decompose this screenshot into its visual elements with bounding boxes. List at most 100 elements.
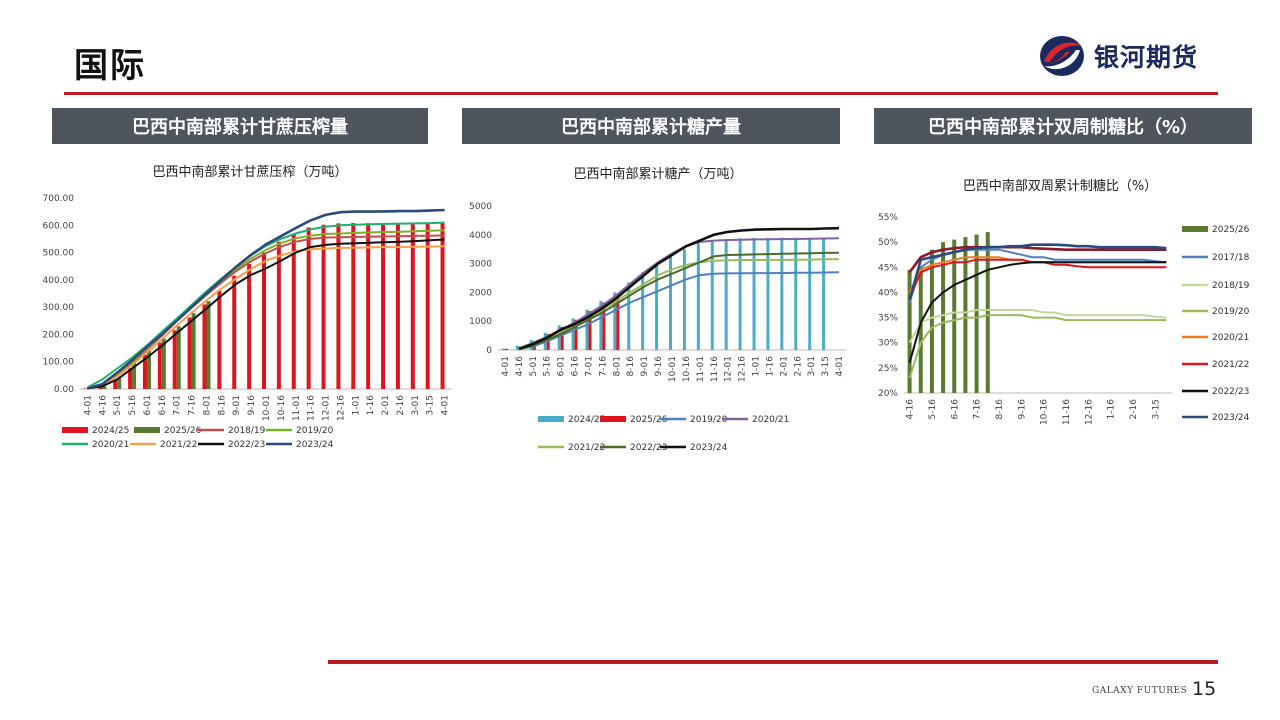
bar-2025-26 — [161, 338, 166, 389]
bar-2024-25 — [641, 272, 645, 350]
legend-label: 2020/21 — [1212, 333, 1249, 343]
bar-2024-25 — [410, 223, 415, 389]
legend-label: 2021/22 — [1212, 360, 1249, 370]
x-tick-label: 7-16 — [188, 395, 198, 416]
line-series-2017-18 — [908, 248, 1167, 303]
bar-2025-26 — [546, 334, 550, 350]
line-series-2021-22 — [908, 258, 1167, 298]
y-tick-label: 5000 — [469, 202, 492, 212]
x-tick-label: 4-16 — [515, 356, 525, 377]
chart-sugar-mix: 巴西中南部双周累计制糖比（%） 20% 25% 30% 35% 40% 45% 50% 55% 4… — [878, 178, 1250, 425]
line-series-2022-23 — [87, 238, 445, 390]
line-series-2018-19 — [908, 309, 1167, 344]
bar-2024-25 — [599, 301, 603, 350]
x-tick-label: 9-01 — [640, 356, 650, 376]
bar-2024-25 — [262, 252, 266, 389]
panel-header-sugar: 巴西中南部累计糖产量 — [462, 108, 840, 144]
legend-label: 2020/21 — [752, 415, 789, 425]
x-tick-label: 12-16 — [336, 395, 346, 421]
y-tick-label: 700.00 — [43, 194, 75, 204]
brand-logo: 银河期货 — [1036, 32, 1236, 80]
x-tick-label: 2-16 — [1129, 399, 1139, 420]
bar-2024-25 — [794, 237, 798, 350]
y-tick-label: 40% — [878, 288, 898, 298]
bar-2024-25 — [752, 237, 756, 350]
y-tick-label: 200.00 — [43, 330, 75, 340]
bottom-divider — [328, 660, 1218, 664]
bar-2024-25 — [724, 239, 728, 350]
x-tick-label: 10-01 — [668, 356, 678, 382]
bar-2024-25 — [276, 241, 281, 389]
bar-2024-25 — [157, 342, 162, 389]
x-tick-label: 9-01 — [232, 395, 242, 415]
bar-2024-25 — [83, 388, 88, 389]
x-tick-label: 7-16 — [598, 356, 608, 377]
legend-swatch — [62, 427, 88, 433]
x-tick-label: 3-15 — [821, 356, 831, 376]
x-tick-label: 8-16 — [626, 356, 636, 377]
legend-label: 2025/26 — [1212, 225, 1250, 235]
bar-2024-25 — [682, 249, 686, 350]
bar-2024-25 — [395, 223, 400, 389]
x-tick-label: 7-01 — [584, 356, 594, 376]
bar-2025-26 — [907, 269, 912, 393]
bar-2024-25 — [822, 237, 826, 350]
x-tick-label: 5-01 — [113, 395, 123, 415]
x-tick-label: 6-01 — [143, 395, 153, 415]
bar-2024-25 — [738, 238, 742, 350]
bar-2025-26 — [191, 313, 196, 389]
bar-2025-26 — [176, 326, 181, 389]
y-tick-label: 600.00 — [43, 221, 75, 231]
x-tick-label: 6-16 — [571, 356, 581, 377]
x-tick-label: 12-01 — [724, 356, 734, 382]
legend-label: 2019/20 — [690, 415, 728, 425]
bar-2025-26 — [616, 293, 620, 350]
x-tick-label: 2-16 — [793, 356, 803, 377]
bar-2024-25 — [247, 264, 252, 389]
y-tick-label: 4000 — [469, 231, 492, 241]
x-tick-label: 8-01 — [612, 356, 622, 376]
legend-swatch — [600, 416, 626, 422]
bar-2024-25 — [808, 237, 812, 350]
x-tick-label: 12-16 — [1084, 399, 1094, 425]
x-tick-label: 5-16 — [928, 399, 938, 420]
x-tick-label: 11-16 — [1062, 399, 1072, 425]
bar-2024-25 — [351, 223, 356, 389]
line-series-2023-24 — [908, 245, 1167, 274]
bar-2024-25 — [366, 223, 371, 389]
bar-2025-26 — [132, 363, 137, 389]
x-tick-label: 4-16 — [98, 395, 108, 416]
bar-2025-26 — [952, 239, 957, 393]
bar-2024-25 — [381, 223, 386, 389]
brand-name: 银河期货 — [1094, 43, 1199, 72]
y-tick-label: 500.00 — [43, 249, 75, 259]
bar-2025-26 — [102, 386, 107, 389]
x-tick-label: 8-16 — [217, 395, 227, 416]
bar-2024-25 — [306, 227, 311, 389]
x-tick-label: 5-01 — [529, 356, 539, 376]
x-tick-label: 2-01 — [779, 356, 789, 376]
line-series-2023-24 — [87, 208, 445, 390]
x-tick-label: 11-16 — [710, 356, 720, 382]
y-tick-label: 35% — [878, 314, 898, 324]
x-tick-label: 9-16 — [247, 395, 257, 416]
legend-label: 2022/23 — [630, 443, 667, 453]
x-tick-label: 4-01 — [441, 395, 451, 415]
bar-2025-26 — [206, 301, 211, 389]
bar-2024-25 — [232, 275, 237, 389]
line-series-2022-23 — [908, 261, 1167, 364]
bar-2025-26 — [963, 237, 968, 393]
panel-header-mix: 巴西中南部累计双周制糖比（%） — [874, 108, 1252, 144]
x-tick-label: 10-01 — [262, 395, 272, 421]
chart-title: 巴西中南部累计甘蔗压榨（万吨） — [152, 164, 347, 180]
legend-label: 2024/25 — [568, 415, 605, 425]
bar-2025-26 — [918, 267, 923, 393]
x-tick-label: 1-01 — [752, 356, 762, 376]
x-tick-label: 8-16 — [995, 399, 1005, 420]
x-tick-label: 1-16 — [1107, 399, 1117, 420]
x-tick-label: 4-16 — [906, 399, 916, 420]
y-tick-label: 25% — [878, 364, 898, 374]
bar-2024-25 — [696, 243, 700, 350]
legend-label: 2023/24 — [296, 440, 334, 450]
bar-2024-25 — [98, 386, 103, 389]
